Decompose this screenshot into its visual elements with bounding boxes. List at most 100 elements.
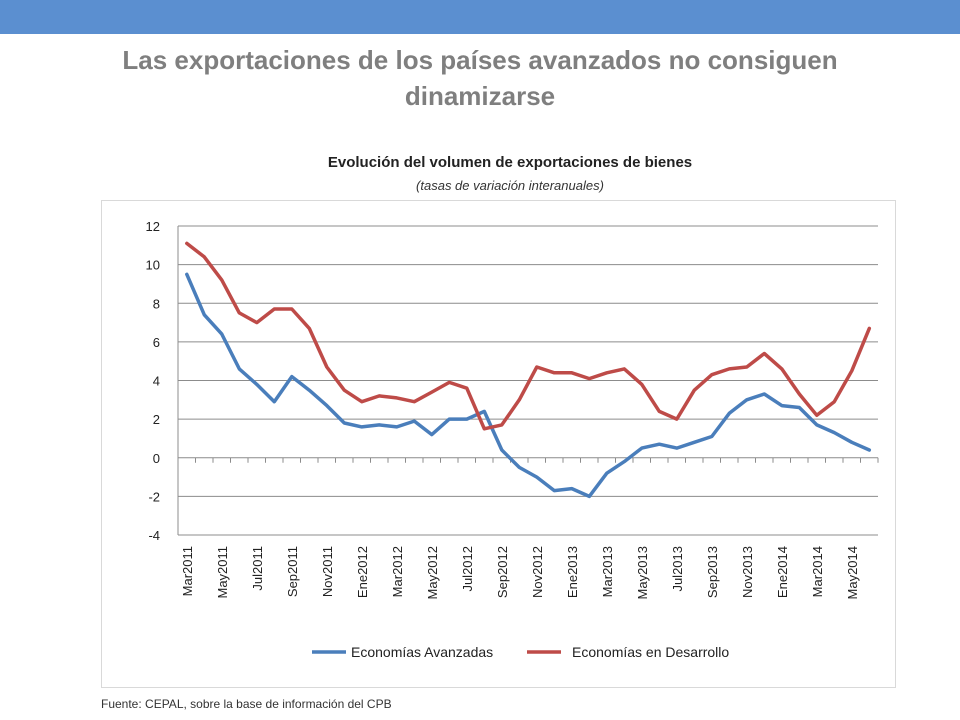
data-point [535,365,539,369]
x-tick-label: Nov2012 [530,546,545,598]
series-line-economias-en-desarrollo [185,241,872,431]
data-point [255,321,259,325]
x-tick-label: Jul2011 [250,546,265,591]
x-tick-label: Mar2014 [810,546,825,597]
data-point [535,475,539,479]
x-tick-label: Nov2013 [740,546,755,598]
x-tick-label: Mar2012 [390,546,405,597]
data-point [220,332,224,336]
data-point [815,423,819,427]
data-point [377,394,381,398]
data-point [447,380,451,384]
x-tick-label: Sep2013 [705,546,720,598]
data-point [657,409,661,413]
data-point [797,392,801,396]
x-tick-label: Jul2013 [670,546,685,592]
x-tick-label: Ene2013 [565,546,580,598]
data-point [185,272,189,276]
y-tick-label: 10 [146,258,160,273]
data-point [307,326,311,330]
x-tick-label: Sep2011 [285,546,300,597]
x-tick-label: May2013 [635,546,650,599]
chart-title: Evolución del volumen de exportaciones d… [327,154,693,171]
data-point [342,421,346,425]
x-tick-label: Mar2011 [180,546,195,596]
data-point [692,440,696,444]
slide-title: Las exportaciones de los países avanzado… [122,45,838,111]
y-tick-label: 6 [153,335,160,350]
data-point [832,400,836,404]
data-point [727,367,731,371]
data-point [552,371,556,375]
data-point [202,313,206,317]
data-point [622,460,626,464]
data-point [412,419,416,423]
data-point [605,371,609,375]
series-line-economias-avanzadas [185,272,872,499]
data-point [500,423,504,427]
data-point [587,494,591,498]
x-tick-label: May2011 [215,546,230,599]
y-tick-label: -2 [148,489,160,504]
x-tick-label: Ene2012 [355,546,370,598]
data-point [482,409,486,413]
data-point [867,326,871,330]
x-tick-label: May2012 [425,546,440,599]
header-bar [0,0,960,34]
data-point [622,367,626,371]
y-tick-label: -4 [148,528,160,543]
data-point [377,423,381,427]
data-point [272,400,276,404]
y-tick-label: 0 [153,451,160,466]
data-point [395,425,399,429]
data-point [850,440,854,444]
data-point [552,489,556,493]
data-point [220,278,224,282]
data-point [430,390,434,394]
data-point [447,417,451,421]
y-tick-label: 8 [153,296,160,311]
data-point [202,255,206,259]
y-tick-label: 4 [153,374,160,389]
data-point [325,404,329,408]
x-tick-label: Nov2011 [320,546,335,597]
data-point [290,375,294,379]
data-point [867,448,871,452]
data-point [745,365,749,369]
data-point [255,382,259,386]
data-point [780,367,784,371]
data-point [850,369,854,373]
data-point [570,487,574,491]
data-point [640,382,644,386]
data-point [395,396,399,400]
data-point [587,377,591,381]
data-point [360,400,364,404]
data-point [640,446,644,450]
series-lines [185,241,872,499]
chart-subtitle: (tasas de variación interanuales) [416,178,604,193]
axes: 12 10 8 6 4 2 0 -2 -4 Mar2011 May2011 Jul2011 Sep201… [146,219,879,599]
data-point [465,386,469,390]
data-point [780,404,784,408]
x-tick-label: Mar2013 [600,546,615,597]
x-tick-label: May2014 [845,546,860,599]
data-point [710,435,714,439]
data-point [727,411,731,415]
data-point [570,371,574,375]
data-point [185,241,189,245]
data-point [517,398,521,402]
data-point [517,465,521,469]
y-tick-label: 12 [146,219,160,234]
data-point [360,425,364,429]
data-point [605,471,609,475]
data-point [307,388,311,392]
x-tick-label: Sep2012 [495,546,510,598]
data-point [710,373,714,377]
x-tick-label: Jul2012 [460,546,475,592]
data-point [762,351,766,355]
source-note: Fuente: CEPAL, sobre la base de informac… [101,697,392,711]
data-point [272,307,276,311]
data-point [500,448,504,452]
data-point [482,427,486,431]
